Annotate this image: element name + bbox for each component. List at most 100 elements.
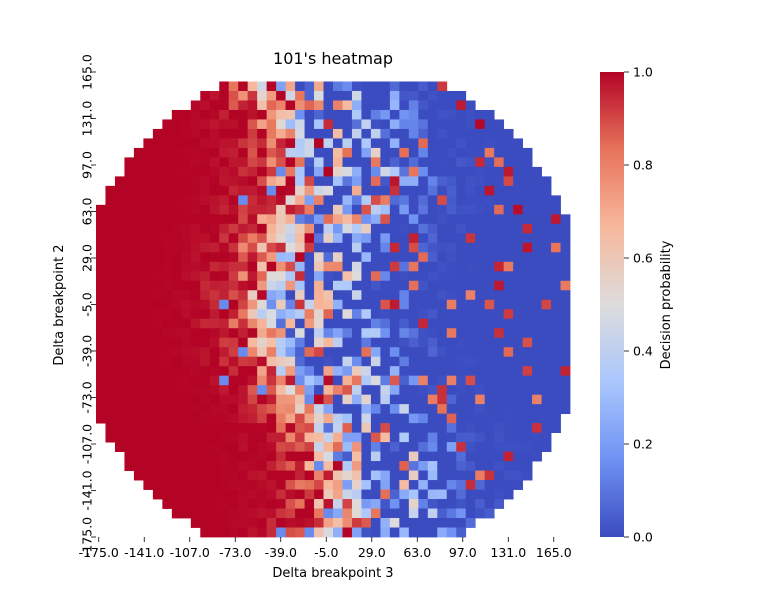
heatmap-cell (427, 394, 438, 405)
heatmap-cell (238, 271, 249, 282)
heatmap-cell (484, 138, 495, 149)
heatmap-cell (456, 128, 467, 139)
heatmap-cell (133, 423, 144, 434)
heatmap-cell (399, 290, 410, 301)
heatmap-cell (370, 252, 381, 263)
heatmap-cell (314, 356, 324, 367)
heatmap-cell (238, 176, 249, 187)
heatmap-cell (209, 271, 220, 282)
heatmap-cell (162, 413, 173, 424)
heatmap-cell (209, 138, 220, 149)
heatmap-cell (494, 138, 505, 149)
heatmap-cell (238, 81, 249, 92)
heatmap-cell (181, 366, 192, 377)
heatmap-cell (295, 318, 305, 329)
heatmap-cell (257, 195, 268, 206)
heatmap-cell (152, 233, 163, 244)
heatmap-cell (380, 138, 391, 149)
heatmap-cell (228, 280, 239, 291)
heatmap-cell (285, 147, 296, 158)
heatmap-cell (551, 423, 561, 434)
heatmap-cell (399, 100, 410, 111)
heatmap-cell (276, 271, 286, 282)
heatmap-cell (304, 432, 315, 443)
heatmap-cell (162, 147, 173, 158)
heatmap-cell (380, 328, 391, 339)
heatmap-cell (342, 508, 353, 519)
heatmap-cell (437, 385, 448, 396)
heatmap-cell (209, 299, 220, 310)
heatmap-cell (389, 271, 400, 282)
heatmap-cell (228, 527, 239, 538)
heatmap-cell (522, 166, 533, 177)
heatmap-cell (238, 214, 249, 225)
heatmap-cell (503, 432, 514, 443)
heatmap-cell (200, 195, 211, 206)
heatmap-cell (171, 337, 182, 348)
heatmap-cell (190, 185, 201, 196)
heatmap-cell (389, 109, 400, 120)
heatmap-cell (285, 157, 296, 168)
heatmap-cell (200, 442, 211, 452)
heatmap-cell (266, 375, 277, 386)
heatmap-cell (171, 166, 182, 177)
y-tick-label: -5.0 (80, 292, 95, 316)
heatmap-cell (190, 356, 201, 367)
heatmap-cell (304, 81, 315, 92)
heatmap-cell (399, 176, 410, 187)
heatmap-cell (351, 527, 362, 538)
heatmap-cell (247, 347, 258, 358)
heatmap-cell (219, 147, 230, 158)
heatmap-cell (399, 233, 410, 244)
heatmap-cell (522, 299, 533, 310)
heatmap-cell (200, 347, 211, 358)
heatmap-cell (333, 366, 343, 377)
heatmap-cell (351, 157, 362, 168)
heatmap-cell (114, 432, 125, 443)
heatmap-cell (541, 385, 552, 396)
heatmap-cell (370, 166, 381, 177)
heatmap-cell (351, 166, 362, 177)
heatmap-cell (437, 461, 448, 471)
heatmap-cell (475, 138, 486, 149)
heatmap-cell (314, 290, 324, 301)
heatmap-cell (503, 309, 514, 320)
heatmap-cell (503, 366, 514, 377)
heatmap-cell (427, 489, 438, 500)
heatmap-cell (276, 185, 286, 196)
heatmap-cell (494, 499, 505, 509)
heatmap-cell (162, 271, 173, 282)
heatmap-cell (209, 366, 220, 377)
heatmap-cell (351, 499, 362, 509)
heatmap-cell (114, 347, 125, 358)
heatmap-cell (133, 214, 144, 225)
heatmap-cell (399, 480, 410, 490)
heatmap-cell (257, 299, 268, 310)
heatmap-cell (152, 404, 163, 415)
heatmap-cell (361, 271, 372, 282)
heatmap-cell (114, 442, 125, 452)
heatmap-cell (266, 81, 277, 92)
heatmap-cell (228, 223, 239, 234)
heatmap-cell (494, 480, 505, 490)
heatmap-cell (276, 166, 286, 177)
heatmap-cell (200, 157, 211, 168)
heatmap-cell (257, 461, 268, 471)
heatmap-cell (295, 261, 305, 272)
heatmap-cell (314, 109, 324, 120)
heatmap-cell (200, 309, 211, 320)
heatmap-cell (96, 318, 106, 329)
heatmap-cell (380, 309, 391, 320)
colorbar-tick-label: 0.2 (633, 437, 653, 452)
heatmap-cell (361, 90, 372, 101)
heatmap-cell (285, 328, 296, 339)
heatmap-cell (427, 480, 438, 490)
heatmap-cell (494, 214, 505, 225)
heatmap-cell (314, 385, 324, 396)
heatmap-cell (532, 233, 542, 244)
heatmap-cell (465, 318, 476, 329)
heatmap-cell (105, 318, 116, 329)
heatmap-cell (551, 271, 561, 282)
heatmap-cell (257, 90, 268, 101)
heatmap-cell (171, 233, 182, 244)
